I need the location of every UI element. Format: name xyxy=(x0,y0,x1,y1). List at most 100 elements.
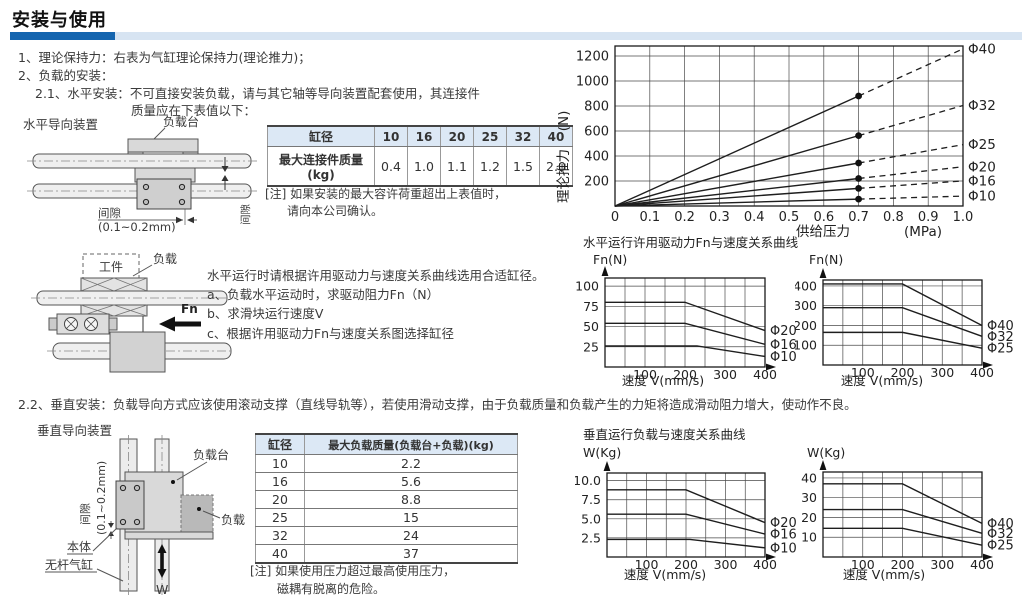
grid xyxy=(823,472,982,557)
x-tick-label: 100 xyxy=(635,557,659,572)
bolt xyxy=(133,518,141,526)
bolt xyxy=(133,484,141,492)
series-line xyxy=(823,306,983,337)
rodless-cylinder-label: 无杆气缸 xyxy=(45,557,93,572)
y-tick-label: 40 xyxy=(801,470,817,485)
series-label: Φ25 xyxy=(987,342,1014,357)
device-label: 垂直导向装置 xyxy=(37,423,112,438)
y-axis-arrow xyxy=(819,460,827,470)
guide-intro: 水平运行时请根据许用驱动力与速度关系曲线选用合适缸径。 xyxy=(207,268,545,283)
table-header-cell: 10 xyxy=(374,125,408,147)
note-horizontal-2: 请向本公司确认。 xyxy=(287,204,384,218)
series-line xyxy=(607,513,766,535)
grid xyxy=(607,473,765,557)
axis-labels: 垂直运行负载与速度关系曲线 W(Kg) 速度 V(mm/s) xyxy=(583,427,746,582)
series-label: Φ10 xyxy=(968,189,996,205)
bolt xyxy=(119,518,127,526)
plot-border xyxy=(822,471,983,558)
plot-border xyxy=(614,45,964,207)
y-tick-label: 1200 xyxy=(576,50,609,65)
y-axis-label: 理论推力 (N) xyxy=(556,111,572,203)
gap-value-label: (0.1~0.2mm) xyxy=(98,220,176,234)
x-tick-label: 0.6 xyxy=(813,210,834,225)
y-tick-label: 50 xyxy=(583,319,599,334)
series-marker xyxy=(855,184,862,192)
cylinder-cap xyxy=(108,317,118,331)
leader-line xyxy=(92,527,118,552)
hatch xyxy=(80,277,115,292)
dim-arrow-left xyxy=(187,216,194,224)
series-line xyxy=(823,483,983,525)
guide-step-c: c、根据许用驱动力Fn与速度关系图选择缸径 xyxy=(207,325,454,341)
series-marker xyxy=(855,159,862,167)
table-header-cell: 25 xyxy=(473,125,507,147)
gap-value-label: (0.1~0.2mm) xyxy=(95,461,108,535)
series-marker xyxy=(855,195,862,203)
series-label: Φ10 xyxy=(770,350,797,365)
workpiece-label: 工件 xyxy=(99,260,123,274)
table-cell: 10 xyxy=(255,454,305,473)
table-cell: 24 xyxy=(304,526,518,545)
leader-line xyxy=(176,461,208,481)
x-tick-label: 0.9 xyxy=(918,210,939,225)
series-marker xyxy=(855,132,862,140)
y-axis-label: W(Kg) xyxy=(807,445,845,460)
page-title: 安装与使用 xyxy=(12,10,107,31)
table-header-cell: 缸径 xyxy=(255,433,305,455)
x-axis-arrow xyxy=(766,363,776,371)
series-line-dashed xyxy=(858,195,964,200)
load-label: 负载 xyxy=(221,513,245,527)
x-tick-label: 0.5 xyxy=(779,210,800,225)
series-line xyxy=(607,489,766,524)
series-line-dashed xyxy=(858,48,964,97)
axis-ticks: 10 20 30 40 100 200 300 400 xyxy=(801,470,994,572)
load-platform-label: 负载台 xyxy=(163,114,199,129)
x-tick-label: 200 xyxy=(891,365,915,380)
guide-step-a: a、负载水平运动时，求驱动阻力Fn（N） xyxy=(207,287,440,303)
note-horizontal-1: [注] 如果安装的最大容许荷重超出上表值时， xyxy=(265,187,507,201)
series-label: Φ16 xyxy=(968,173,996,189)
intro-line-2: 2、负载的安装： xyxy=(18,68,114,83)
y-tick-label: 400 xyxy=(584,150,609,165)
bolt xyxy=(142,183,150,191)
horizontal-run-diagram: 工件 负载 Fn xyxy=(31,252,233,373)
series-marker xyxy=(855,175,862,182)
note-vertical-2: 磁耦有脱离的危险。 xyxy=(277,582,386,596)
note-vertical-1: [注] 如果使用压力超过最高使用压力， xyxy=(250,564,456,578)
table-cell: 2.2 xyxy=(304,454,518,473)
dim-arrow-right xyxy=(176,216,183,224)
max-connector-mass-table: 缸径 10 16 20 25 32 40 最大连接件质量 (kg) 0.4 1.0 1.1 1.2 1.… xyxy=(267,125,573,187)
bolt xyxy=(119,484,127,492)
table-cell: 16 xyxy=(255,472,305,491)
series-line xyxy=(605,301,766,332)
axis-labels: W(Kg) 速度 V(mm/s) xyxy=(807,445,925,582)
grid xyxy=(605,278,765,367)
table-cell: 40 xyxy=(255,544,305,564)
x-tick-label: 0 xyxy=(611,210,619,225)
title-underline-dark xyxy=(10,32,115,40)
table-cell: 20 xyxy=(255,490,305,509)
x-axis-label: 速度 V(mm/s) xyxy=(622,373,704,388)
series-line xyxy=(614,187,859,207)
x-tick-label: 300 xyxy=(930,365,954,380)
table-cell: 32 xyxy=(255,526,305,545)
table-cell: 1.0 xyxy=(407,146,441,187)
leader-dot xyxy=(197,507,201,511)
series-label: Φ32 xyxy=(968,98,996,114)
y-tick-label: 10 xyxy=(801,530,817,545)
y-tick-label: 30 xyxy=(801,490,817,505)
w-label: W xyxy=(156,582,168,597)
gap-label: 间隙 xyxy=(98,206,121,220)
x-tick-label: 0.1 xyxy=(639,210,660,225)
dim-arrow xyxy=(108,523,114,528)
intro-line-1: 1、理论保持力：右表为气缸理论保持力(理论推力)； xyxy=(18,50,311,65)
load-platform-block xyxy=(127,138,199,153)
y-tick-label: 600 xyxy=(584,125,609,140)
table-row: 32 24 xyxy=(255,526,518,545)
base-flange xyxy=(124,531,214,540)
series-line-dashed xyxy=(858,166,964,180)
x-tick-label: 300 xyxy=(714,557,738,572)
